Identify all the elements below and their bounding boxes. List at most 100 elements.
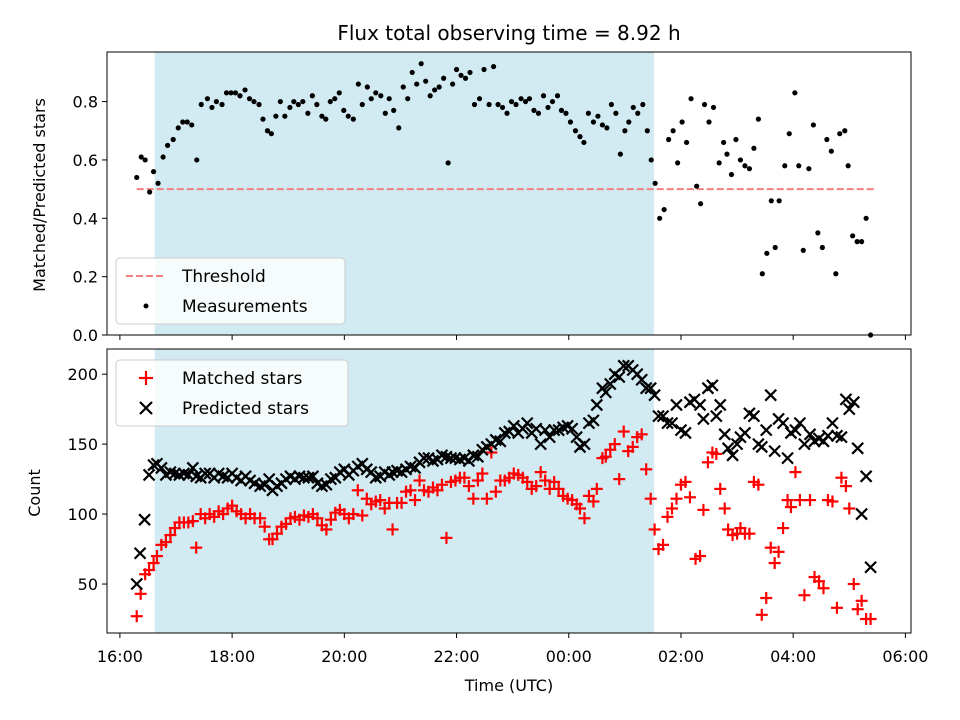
predicted-star-point [578, 437, 591, 451]
matched-star-point [521, 475, 534, 488]
measurement-point [581, 139, 587, 146]
predicted-star-point [617, 359, 631, 373]
measurement-point [242, 87, 248, 93]
bottom-y-tick-label: 100 [67, 505, 98, 524]
measurement-point [733, 136, 739, 143]
measurement-point [405, 96, 411, 102]
predicted-star-point [859, 470, 873, 483]
measurement-point [486, 101, 492, 108]
predicted-star-point [603, 377, 617, 391]
matched-star-point [386, 523, 399, 536]
x-tick-label: 04:00 [770, 647, 816, 666]
measurement-point [549, 98, 556, 105]
measurement-point [759, 271, 765, 277]
bottom-y-ticks: 50 100 150 200 [67, 365, 107, 594]
measurement-point [396, 125, 402, 131]
measurement-point [630, 104, 636, 111]
bottom-axes-frame [106, 348, 912, 634]
predicted-star-point [198, 467, 212, 480]
matched-star-point [489, 485, 502, 498]
measurement-point [854, 239, 860, 245]
predicted-star-point [835, 430, 848, 444]
matched-star-point [395, 496, 408, 509]
predicted-star-point [587, 414, 600, 427]
measurement-point [661, 206, 667, 213]
matched-star-point [356, 509, 369, 522]
measurement-point [792, 90, 798, 96]
predicted-star-point [679, 426, 692, 440]
measurement-point [716, 160, 722, 166]
measurement-point [336, 90, 342, 96]
measurement-point [688, 96, 694, 102]
measurement-point [382, 110, 388, 116]
measurement-point [648, 157, 654, 163]
measurement-point [710, 104, 717, 111]
measurement-point [622, 128, 628, 134]
matched-star-point [847, 578, 860, 591]
measurement-point [273, 113, 279, 119]
predicted-star-point [471, 450, 485, 464]
measurement-point [264, 128, 271, 134]
measurement-point [595, 113, 601, 119]
predicted-star-point [644, 381, 657, 395]
top-y-tick-label: 0.4 [73, 209, 98, 228]
measurement-point [268, 131, 274, 137]
matched-star-point [640, 463, 653, 476]
matched-star-point [864, 613, 877, 626]
measurement-point [427, 93, 433, 99]
matched-star-point [839, 480, 852, 493]
predicted-star-point [821, 429, 835, 443]
top-y-tick-label: 0.8 [73, 93, 98, 112]
chart-title: Flux total observing time = 8.92 h [337, 21, 680, 45]
measurement-point [526, 96, 533, 102]
bottom-legend-box [115, 359, 349, 427]
predicted-star-point [155, 461, 168, 475]
matched-star-point [578, 512, 591, 525]
measurement-point [458, 72, 464, 78]
measurement-point [567, 119, 574, 125]
top-x-ticks [119, 335, 906, 340]
measurement-point [345, 113, 351, 119]
bottom-x-ticks: 16:00 18:00 20:00 22:00 00:00 02:00 04:00 06:00 [97, 633, 928, 666]
predicted-star-point [855, 507, 868, 521]
matched-star-point [130, 610, 143, 623]
measurement-point [590, 119, 597, 125]
predicted-star-point [789, 423, 802, 437]
measurement-point [810, 122, 816, 128]
matched-star-point [752, 478, 765, 491]
predicted-star-point [718, 428, 732, 441]
measurement-point [481, 66, 487, 73]
measurement-point [513, 101, 519, 108]
measurement-point [423, 78, 429, 84]
measurement-point [755, 116, 761, 122]
bottom-y-tick-label: 50 [78, 575, 98, 594]
measurement-point [786, 131, 792, 137]
matched-star-point [701, 456, 714, 469]
measurement-point [189, 122, 195, 128]
predicted-star-point [417, 451, 431, 465]
measurement-point [824, 136, 830, 143]
measurement-point [706, 119, 712, 125]
matched-star-point [714, 482, 727, 495]
measurement-point [572, 128, 579, 134]
measurement-point [287, 104, 293, 111]
measurement-point [476, 96, 483, 102]
measurement-point [256, 101, 262, 108]
measurement-point [471, 101, 478, 108]
predicted-star-point [306, 470, 320, 483]
measurement-point [219, 101, 225, 108]
matched-star-point [467, 492, 480, 505]
measurement-point [467, 69, 473, 76]
measurement-point [751, 145, 757, 151]
matched-star-point [573, 502, 586, 515]
measurement-point [391, 107, 397, 113]
matched-star-point [789, 466, 802, 479]
matched-star-point [665, 502, 678, 515]
measurement-point [608, 101, 614, 108]
matched-star-point [190, 541, 203, 554]
legend-threshold-label: Threshold [181, 267, 266, 287]
matched-star-point [552, 482, 565, 495]
predicted-star-point [768, 444, 781, 458]
matched-star-point [661, 510, 674, 523]
